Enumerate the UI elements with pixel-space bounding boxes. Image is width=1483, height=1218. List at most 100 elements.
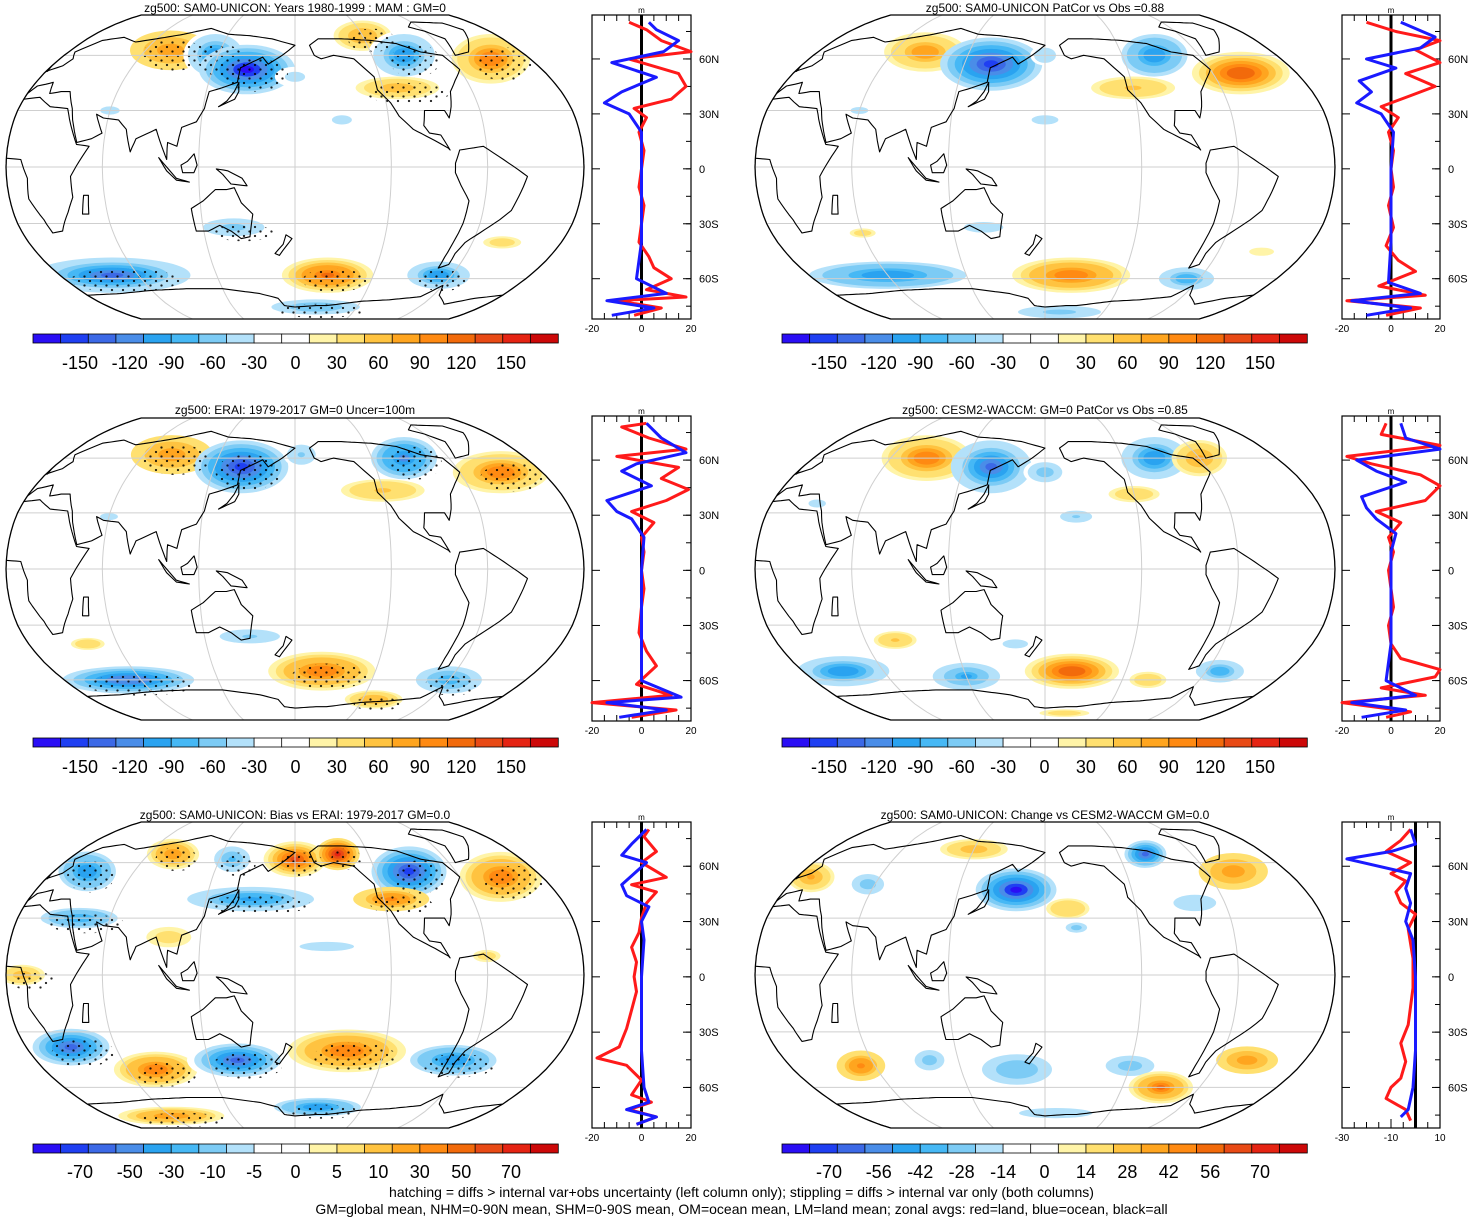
anomaly-negative — [789, 653, 897, 689]
panel-title: zg500: SAM0-UNICON: Change vs CESM2-WACC… — [881, 808, 1210, 822]
colorbar-swatch — [87, 333, 117, 344]
colorbar-swatch — [1030, 1143, 1060, 1154]
contour-level — [835, 668, 851, 674]
coast-madagascar — [831, 194, 839, 215]
colorbar-label: 56 — [1200, 1162, 1220, 1182]
colorbar-swatch — [32, 1143, 62, 1154]
colorbar-label: -70 — [816, 1162, 842, 1182]
coast-new-guinea — [965, 976, 998, 995]
coast-africa — [6, 499, 90, 636]
profile-lat-label: 30N — [1448, 109, 1468, 121]
stippling — [70, 28, 532, 318]
stipple-region — [393, 860, 447, 894]
zonal-profile-erai-obs: m 60N 30N 0 30S 60S -20 0 20 — [585, 407, 719, 737]
contour-level — [338, 118, 346, 122]
graticule — [6, 822, 584, 1128]
zonal-profile-sam0-patcor: m 60N 30N 0 30S 60S -20 0 20 — [1335, 6, 1468, 335]
anomaly-positive — [873, 631, 917, 649]
anomaly-negative — [799, 495, 835, 512]
colorbar: -150 -120 -90 -60 -30 0 30 60 90 120 150 — [781, 737, 1308, 777]
anomaly-negative — [975, 868, 1057, 912]
contour-level — [1141, 851, 1149, 857]
anomaly-positive — [1024, 653, 1119, 689]
profile-lat-label: 30N — [699, 109, 719, 121]
anomaly-negative — [1030, 45, 1060, 66]
meridian — [345, 418, 392, 720]
meridian — [198, 822, 245, 1128]
caption-line-1: hatching = diffs > internal var+obs unce… — [389, 1184, 1094, 1200]
colorbar-label: -90 — [907, 353, 933, 373]
coast-madagascar — [81, 596, 90, 617]
profile-lat-label: 30S — [1448, 620, 1468, 632]
colorbar-swatch — [975, 737, 1004, 748]
colorbar-label: 60 — [1117, 353, 1137, 373]
stipple-region — [424, 674, 479, 696]
colorbar-swatch — [1113, 1143, 1142, 1154]
contour-level — [1056, 711, 1073, 715]
coast-north-america — [308, 38, 461, 151]
meridian — [947, 822, 994, 1128]
map-border — [5, 821, 585, 1129]
contour-level — [1189, 900, 1201, 905]
colorbar: -70 -56 -42 -28 -14 0 14 28 42 56 70 — [781, 1143, 1308, 1182]
map-border — [754, 14, 1336, 320]
colorbar-label: 150 — [496, 353, 526, 373]
profile-lat-label: 30S — [699, 219, 719, 231]
coast-sumatra-java — [158, 559, 190, 585]
colorbar-swatch — [836, 333, 866, 344]
map-border — [754, 417, 1336, 721]
colorbar-swatch — [253, 737, 283, 748]
map-panel-erai-obs — [5, 417, 585, 721]
colorbar-label: -60 — [200, 757, 226, 777]
coast-north-america — [308, 845, 461, 959]
coast-europe-asia — [757, 430, 1046, 563]
colorbar: -150 -120 -90 -60 -30 0 30 60 90 120 150 — [32, 737, 559, 777]
stipple-region — [215, 454, 282, 490]
stipple-region — [220, 58, 288, 92]
profile-x-label: 10 — [1434, 1133, 1446, 1144]
colorbar-swatch — [170, 737, 200, 748]
colorbar-swatch — [1057, 1143, 1087, 1154]
map-field — [6, 822, 584, 1128]
contour-level — [317, 945, 336, 948]
colorbar-label: 0 — [290, 757, 300, 777]
meridian — [851, 418, 943, 720]
coast-borneo — [180, 555, 198, 576]
colorbar-label: -14 — [990, 1162, 1016, 1182]
anomaly-positive — [1046, 898, 1090, 919]
meridian — [851, 15, 943, 319]
coast-north-america — [1058, 845, 1211, 959]
coast-africa — [755, 499, 839, 636]
colorbar-label: -56 — [866, 1162, 892, 1182]
meridian — [947, 418, 994, 720]
contour-level — [1051, 310, 1068, 314]
profile-lat-label: 30N — [1448, 917, 1468, 929]
colorbar-swatch — [809, 1143, 838, 1154]
coast-new-guinea — [965, 570, 998, 589]
colorbar-label: -50 — [117, 1162, 143, 1182]
colorbar-label: -120 — [861, 353, 897, 373]
profile-x-label: -10 — [1384, 1133, 1399, 1144]
colorbar-swatch — [1251, 1143, 1281, 1154]
colorbar-swatch — [809, 737, 838, 748]
anomaly-positive — [483, 236, 522, 249]
map-field — [755, 418, 1335, 720]
colorbar-swatch — [1196, 333, 1225, 344]
coast-south-america — [1188, 953, 1279, 1078]
colorbar-swatch — [1251, 737, 1281, 748]
colorbar-label: 30 — [1076, 757, 1096, 777]
colorbar-swatch — [892, 1143, 921, 1154]
colorbar-swatch — [336, 333, 366, 344]
contour-level — [1215, 668, 1225, 674]
contour-level — [1233, 70, 1248, 77]
coast-borneo — [930, 555, 948, 576]
coast-australia — [190, 187, 254, 240]
coast-madagascar — [831, 596, 839, 617]
profile-unit: m — [638, 813, 645, 822]
colorbar-swatch — [1002, 1143, 1032, 1154]
colorbar-swatch — [864, 737, 894, 748]
graticule — [755, 15, 1335, 319]
colorbar-swatch — [447, 333, 476, 344]
profile-lat-label: 60N — [699, 861, 719, 873]
colorbar-label: 30 — [327, 353, 347, 373]
